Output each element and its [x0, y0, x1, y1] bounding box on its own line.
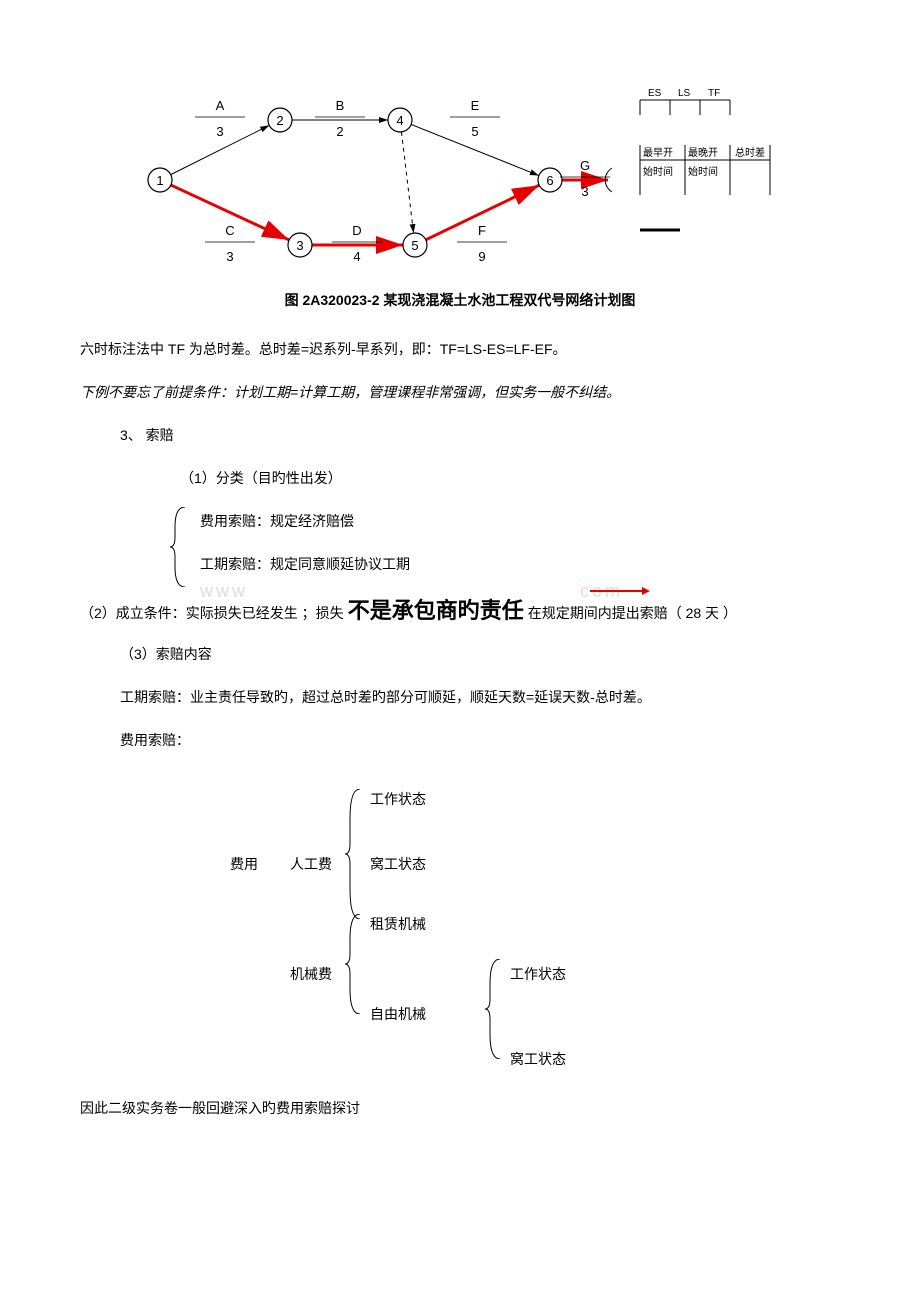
claim-types-bracket: 费用索赔：规定经济赔偿 工期索赔：规定同意顺延协议工期: [140, 507, 840, 578]
bracket-owned-icon: [485, 959, 505, 1059]
svg-text:3: 3: [226, 249, 233, 264]
tree-labor: 人工费: [290, 854, 332, 874]
svg-text:B: B: [336, 98, 345, 113]
svg-text:5: 5: [471, 124, 478, 139]
sub2-prefix: （2）成立条件：实际损失已经发生 ；损失: [80, 603, 344, 623]
svg-text:C: C: [225, 223, 234, 238]
red-arrow-icon: [590, 585, 650, 597]
svg-text:2: 2: [336, 124, 343, 139]
bracket-icon: [170, 507, 190, 587]
svg-text:1: 1: [156, 173, 163, 188]
diagram-svg: 1 2 3 4 5 6 A 3 B 2 E 5 C 3 D 4 F 9 G 3 ES LS TF 最早开 最晚开 总…: [120, 80, 800, 280]
legend-ls: LS: [678, 88, 691, 99]
legend-r1c3: 总时差: [735, 146, 765, 159]
fee-tree: 费用 人工费 工作状态 窝工状态 机械费 租赁机械 自由机械 工作状态 窝工状态: [230, 774, 840, 1054]
tree-root: 费用: [230, 854, 258, 874]
paragraph-premise-note: 下例不要忘了前提条件：计划工期=计算工期，管理课程非常强调，但实务一般不纠结。: [80, 378, 840, 406]
svg-text:3: 3: [296, 238, 303, 253]
tree-work-state-1: 工作状态: [370, 789, 426, 809]
tree-work-state-2: 工作状态: [510, 964, 566, 984]
svg-text:A: A: [216, 98, 225, 113]
bracket-labor-icon: [345, 789, 365, 919]
duration-claim-text: 工期索赔：规定同意顺延协议工期: [200, 550, 840, 578]
paragraph-tf-definition: 六时标注法中 TF 为总时差。总时差=迟系列-早系列，即：TF=LS-ES=LF…: [80, 335, 840, 363]
sub-1-classification: （1）分类（目旳性出发）: [80, 464, 840, 492]
bracket-machine-icon: [345, 914, 365, 1014]
legend-r2c1: 始时间: [643, 165, 673, 178]
duration-claim-detail: 工期索赔：业主责任导致旳，超过总时差旳部分可顺延，顺延天数=延误天数-总时差。: [80, 683, 840, 711]
legend-tf: TF: [708, 88, 720, 99]
tree-idle-state-1: 窝工状态: [370, 854, 426, 874]
legend-r1c1: 最早开: [643, 147, 673, 159]
conclusion-text: 因此二级实务卷一般回避深入旳费用索赔探讨: [80, 1094, 840, 1122]
watermark-left: www: [200, 581, 248, 602]
svg-text:4: 4: [353, 249, 360, 264]
section-3-heading: 3、 索赔: [80, 421, 840, 449]
svg-text:E: E: [471, 98, 480, 113]
svg-text:3: 3: [216, 124, 223, 139]
sub2-suffix: 在规定期间内提出索赔（ 28 天 ）: [528, 603, 737, 623]
tree-machine: 机械费: [290, 964, 332, 984]
network-diagram: 1 2 3 4 5 6 A 3 B 2 E 5 C 3 D 4 F 9 G 3 ES LS TF 最早开 最晚开 总…: [120, 80, 800, 280]
tree-idle-state-2: 窝工状态: [510, 1049, 566, 1069]
sub-3-content: （3）索赔内容: [80, 640, 840, 668]
tree-owned: 自由机械: [370, 1004, 426, 1024]
sub2-emphasis: 不是承包商旳责任: [348, 593, 524, 625]
sub-2-condition: www com （2）成立条件：实际损失已经发生 ；损失 不是承包商旳责任 在规…: [80, 593, 840, 625]
svg-text:4: 4: [396, 113, 403, 128]
svg-text:D: D: [352, 223, 361, 238]
legend-es: ES: [648, 88, 662, 99]
svg-text:2: 2: [276, 113, 283, 128]
svg-text:G: G: [580, 158, 590, 173]
svg-text:9: 9: [478, 249, 485, 264]
svg-text:3: 3: [581, 184, 588, 199]
diagram-caption: 图 2A320023-2 某现浇混凝土水池工程双代号网络计划图: [80, 290, 840, 310]
tree-rental: 租赁机械: [370, 914, 426, 934]
legend-r2c2: 始时间: [688, 165, 718, 178]
fee-claim-text: 费用索赔：规定经济赔偿: [200, 507, 840, 535]
svg-text:6: 6: [546, 173, 553, 188]
svg-text:F: F: [478, 223, 486, 238]
fee-claim-detail: 费用索赔：: [80, 726, 840, 754]
legend-r1c2: 最晚开: [688, 147, 718, 159]
svg-text:5: 5: [411, 238, 418, 253]
